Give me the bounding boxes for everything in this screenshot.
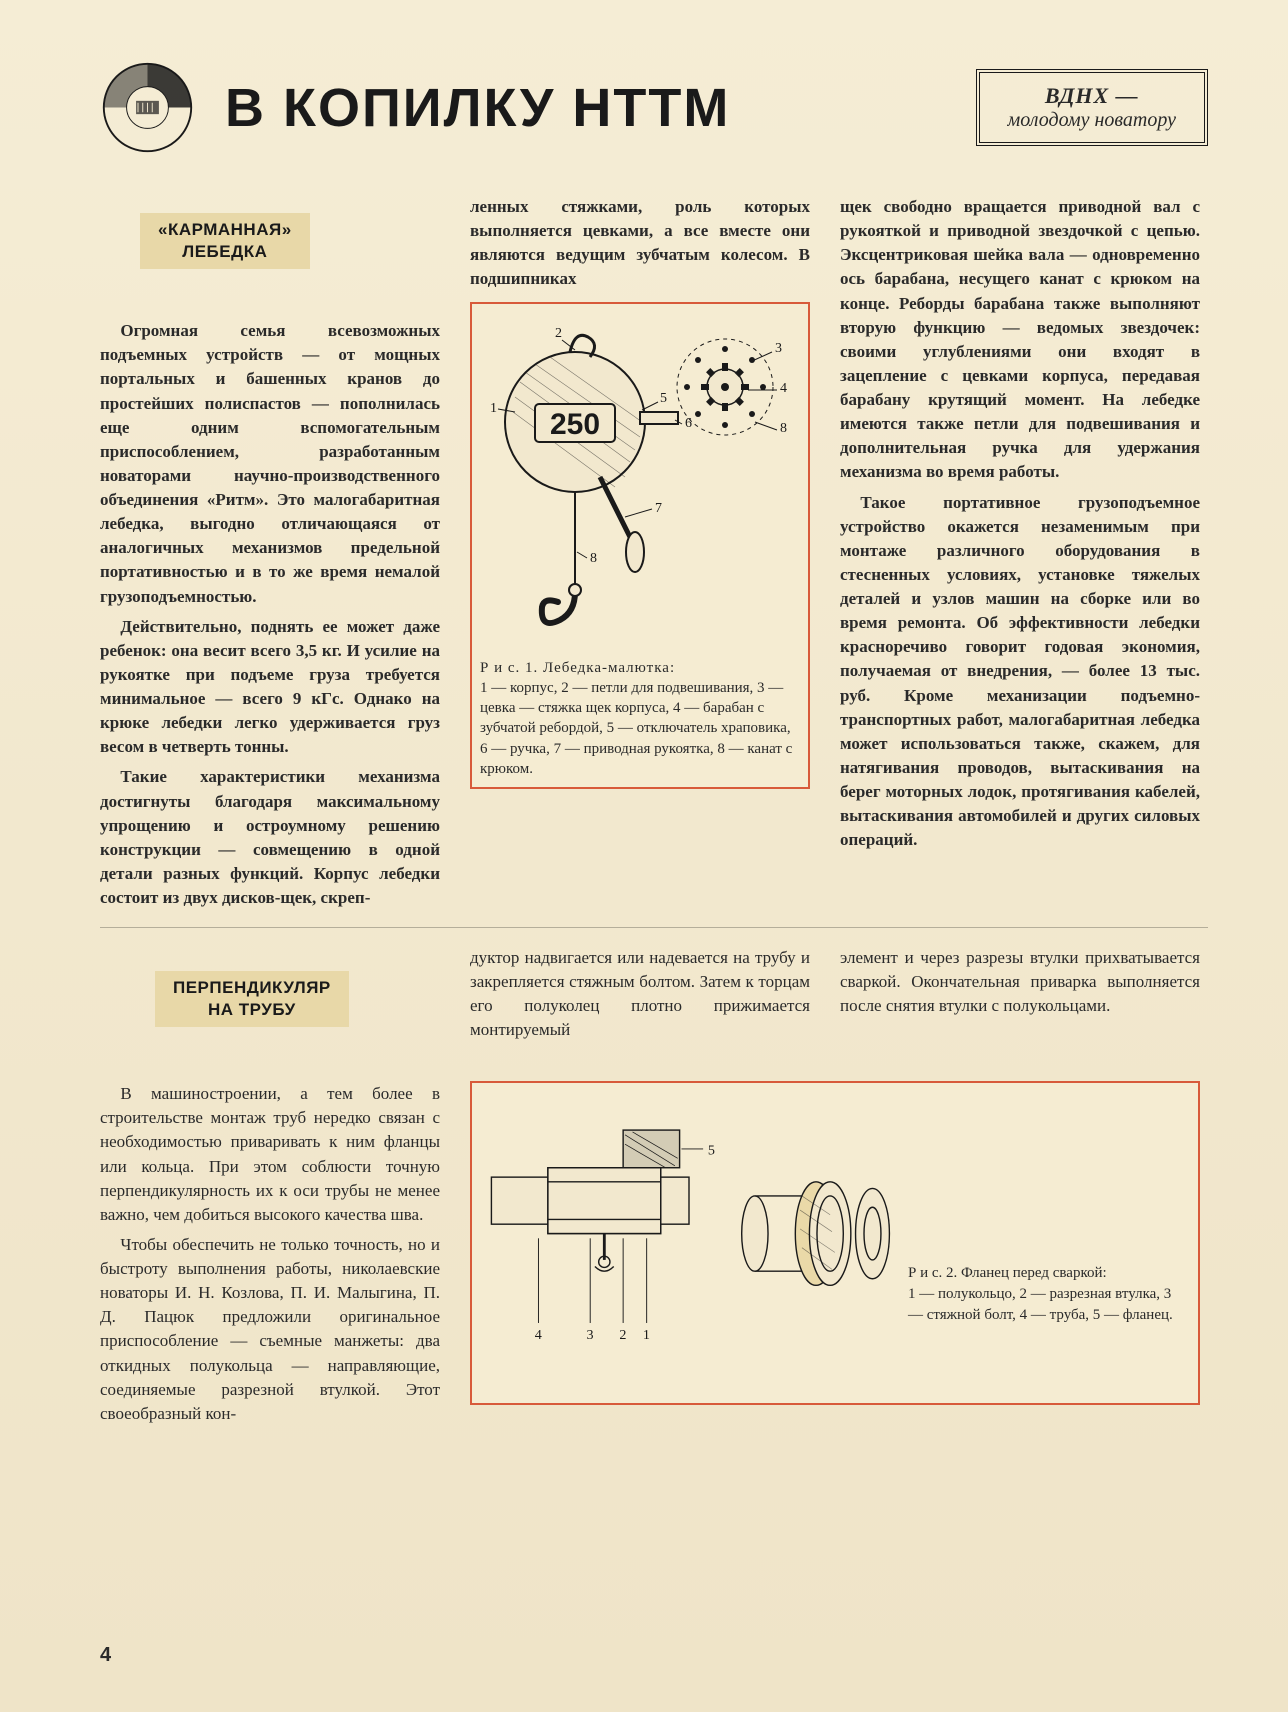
corner-line1: ВДНХ — xyxy=(1008,83,1177,109)
s2-col-left: ПЕРПЕНДИКУЛЯРНА ТРУБУ В машиностроении, … xyxy=(100,946,440,1432)
fig2-caption-body: 1 — полукольцо, 2 — разрезная втулка, 3 … xyxy=(908,1286,1173,1323)
main-title: В КОПИЛКУ НТТМ xyxy=(225,77,976,139)
s1-right-p2: Такое портативное грузоподъемное устройс… xyxy=(840,491,1200,853)
s1-left-p2: Действительно, поднять ее может даже реб… xyxy=(100,615,440,760)
s2-mid-top: дуктор надвигается или надевается на тру… xyxy=(470,946,810,1043)
svg-text:1: 1 xyxy=(643,1327,650,1343)
s2-left-p1: В машиностроении, а тем более в строител… xyxy=(100,1082,440,1227)
s2-col-mid: дуктор надвигается или надевается на тру… xyxy=(470,946,810,1049)
figure-1-frame: 250 xyxy=(470,302,810,790)
s1-left-p1: Огромная семья всевозможных подъемных ус… xyxy=(100,319,440,609)
s1-col-mid: ленных стяжками, роль которых выполняетс… xyxy=(470,195,810,789)
svg-text:5: 5 xyxy=(708,1143,715,1159)
figure-2-frame: 4 3 2 1 5 xyxy=(470,1081,1200,1405)
s1-left-p3: Такие характеристики механизма достигнут… xyxy=(100,765,440,910)
s1-col-right: щек свободно вращается приводной вал с р… xyxy=(840,195,1200,858)
section-pocket-winch: «КАРМАННАЯ»ЛЕБЕДКА Огромная семья всевоз… xyxy=(100,195,1208,915)
fig1-caption-title: Р и с. 1. Лебедка-малютка: xyxy=(480,660,675,676)
s2-right-top: элемент и через разрезы втулки прихватыв… xyxy=(840,946,1200,1018)
svg-text:4: 4 xyxy=(780,381,787,396)
nttm-badge-icon xyxy=(100,60,195,155)
fig1-caption-body: 1 — корпус, 2 — петли для подвешивания, … xyxy=(480,680,792,777)
section2-title: ПЕРПЕНДИКУЛЯРНА ТРУБУ xyxy=(155,971,349,1027)
s1-col-left: «КАРМАННАЯ»ЛЕБЕДКА Огромная семья всевоз… xyxy=(100,195,440,916)
svg-text:3: 3 xyxy=(775,341,782,356)
figure-2-drawing: 4 3 2 1 5 xyxy=(482,1093,896,1393)
page-number: 4 xyxy=(100,1644,111,1667)
s1-right-p1: щек свободно вращается приводной вал с р… xyxy=(840,195,1200,485)
corner-line2: молодому новатору xyxy=(1008,109,1177,132)
svg-text:3: 3 xyxy=(586,1327,593,1343)
figure-1-drawing: 250 xyxy=(480,312,800,652)
svg-text:2: 2 xyxy=(619,1327,626,1343)
svg-text:5: 5 xyxy=(660,391,667,406)
section-perpendicular-pipe: ПЕРПЕНДИКУЛЯРНА ТРУБУ В машиностроении, … xyxy=(100,946,1208,1586)
section1-title: «КАРМАННАЯ»ЛЕБЕДКА xyxy=(140,213,310,269)
s1-mid-top: ленных стяжками, роль которых выполняетс… xyxy=(470,195,810,292)
section-divider xyxy=(100,927,1208,928)
svg-text:6: 6 xyxy=(685,416,692,431)
s2-left-p2: Чтобы обеспечить не только точность, но … xyxy=(100,1233,440,1426)
svg-text:4: 4 xyxy=(535,1327,542,1343)
svg-text:8: 8 xyxy=(780,421,787,436)
corner-box: ВДНХ — молодому новатору xyxy=(976,69,1209,146)
svg-text:1: 1 xyxy=(490,401,497,416)
svg-text:8: 8 xyxy=(590,551,597,566)
s2-col-right: элемент и через разрезы втулки прихватыв… xyxy=(840,946,1200,1024)
figure-1-caption: Р и с. 1. Лебедка-малютка: 1 — корпус, 2… xyxy=(480,658,800,780)
svg-text:2: 2 xyxy=(555,326,562,341)
fig2-caption-title: Р и с. 2. Фланец перед сваркой: xyxy=(908,1265,1107,1281)
page: В КОПИЛКУ НТТМ ВДНХ — молодому новатору … xyxy=(0,0,1288,1712)
header-row: В КОПИЛКУ НТТМ ВДНХ — молодому новатору xyxy=(100,60,1208,155)
figure-2-caption: Р и с. 2. Фланец перед сваркой: 1 — полу… xyxy=(896,1093,1188,1326)
fig1-label-250: 250 xyxy=(550,408,600,441)
svg-text:7: 7 xyxy=(655,501,662,516)
